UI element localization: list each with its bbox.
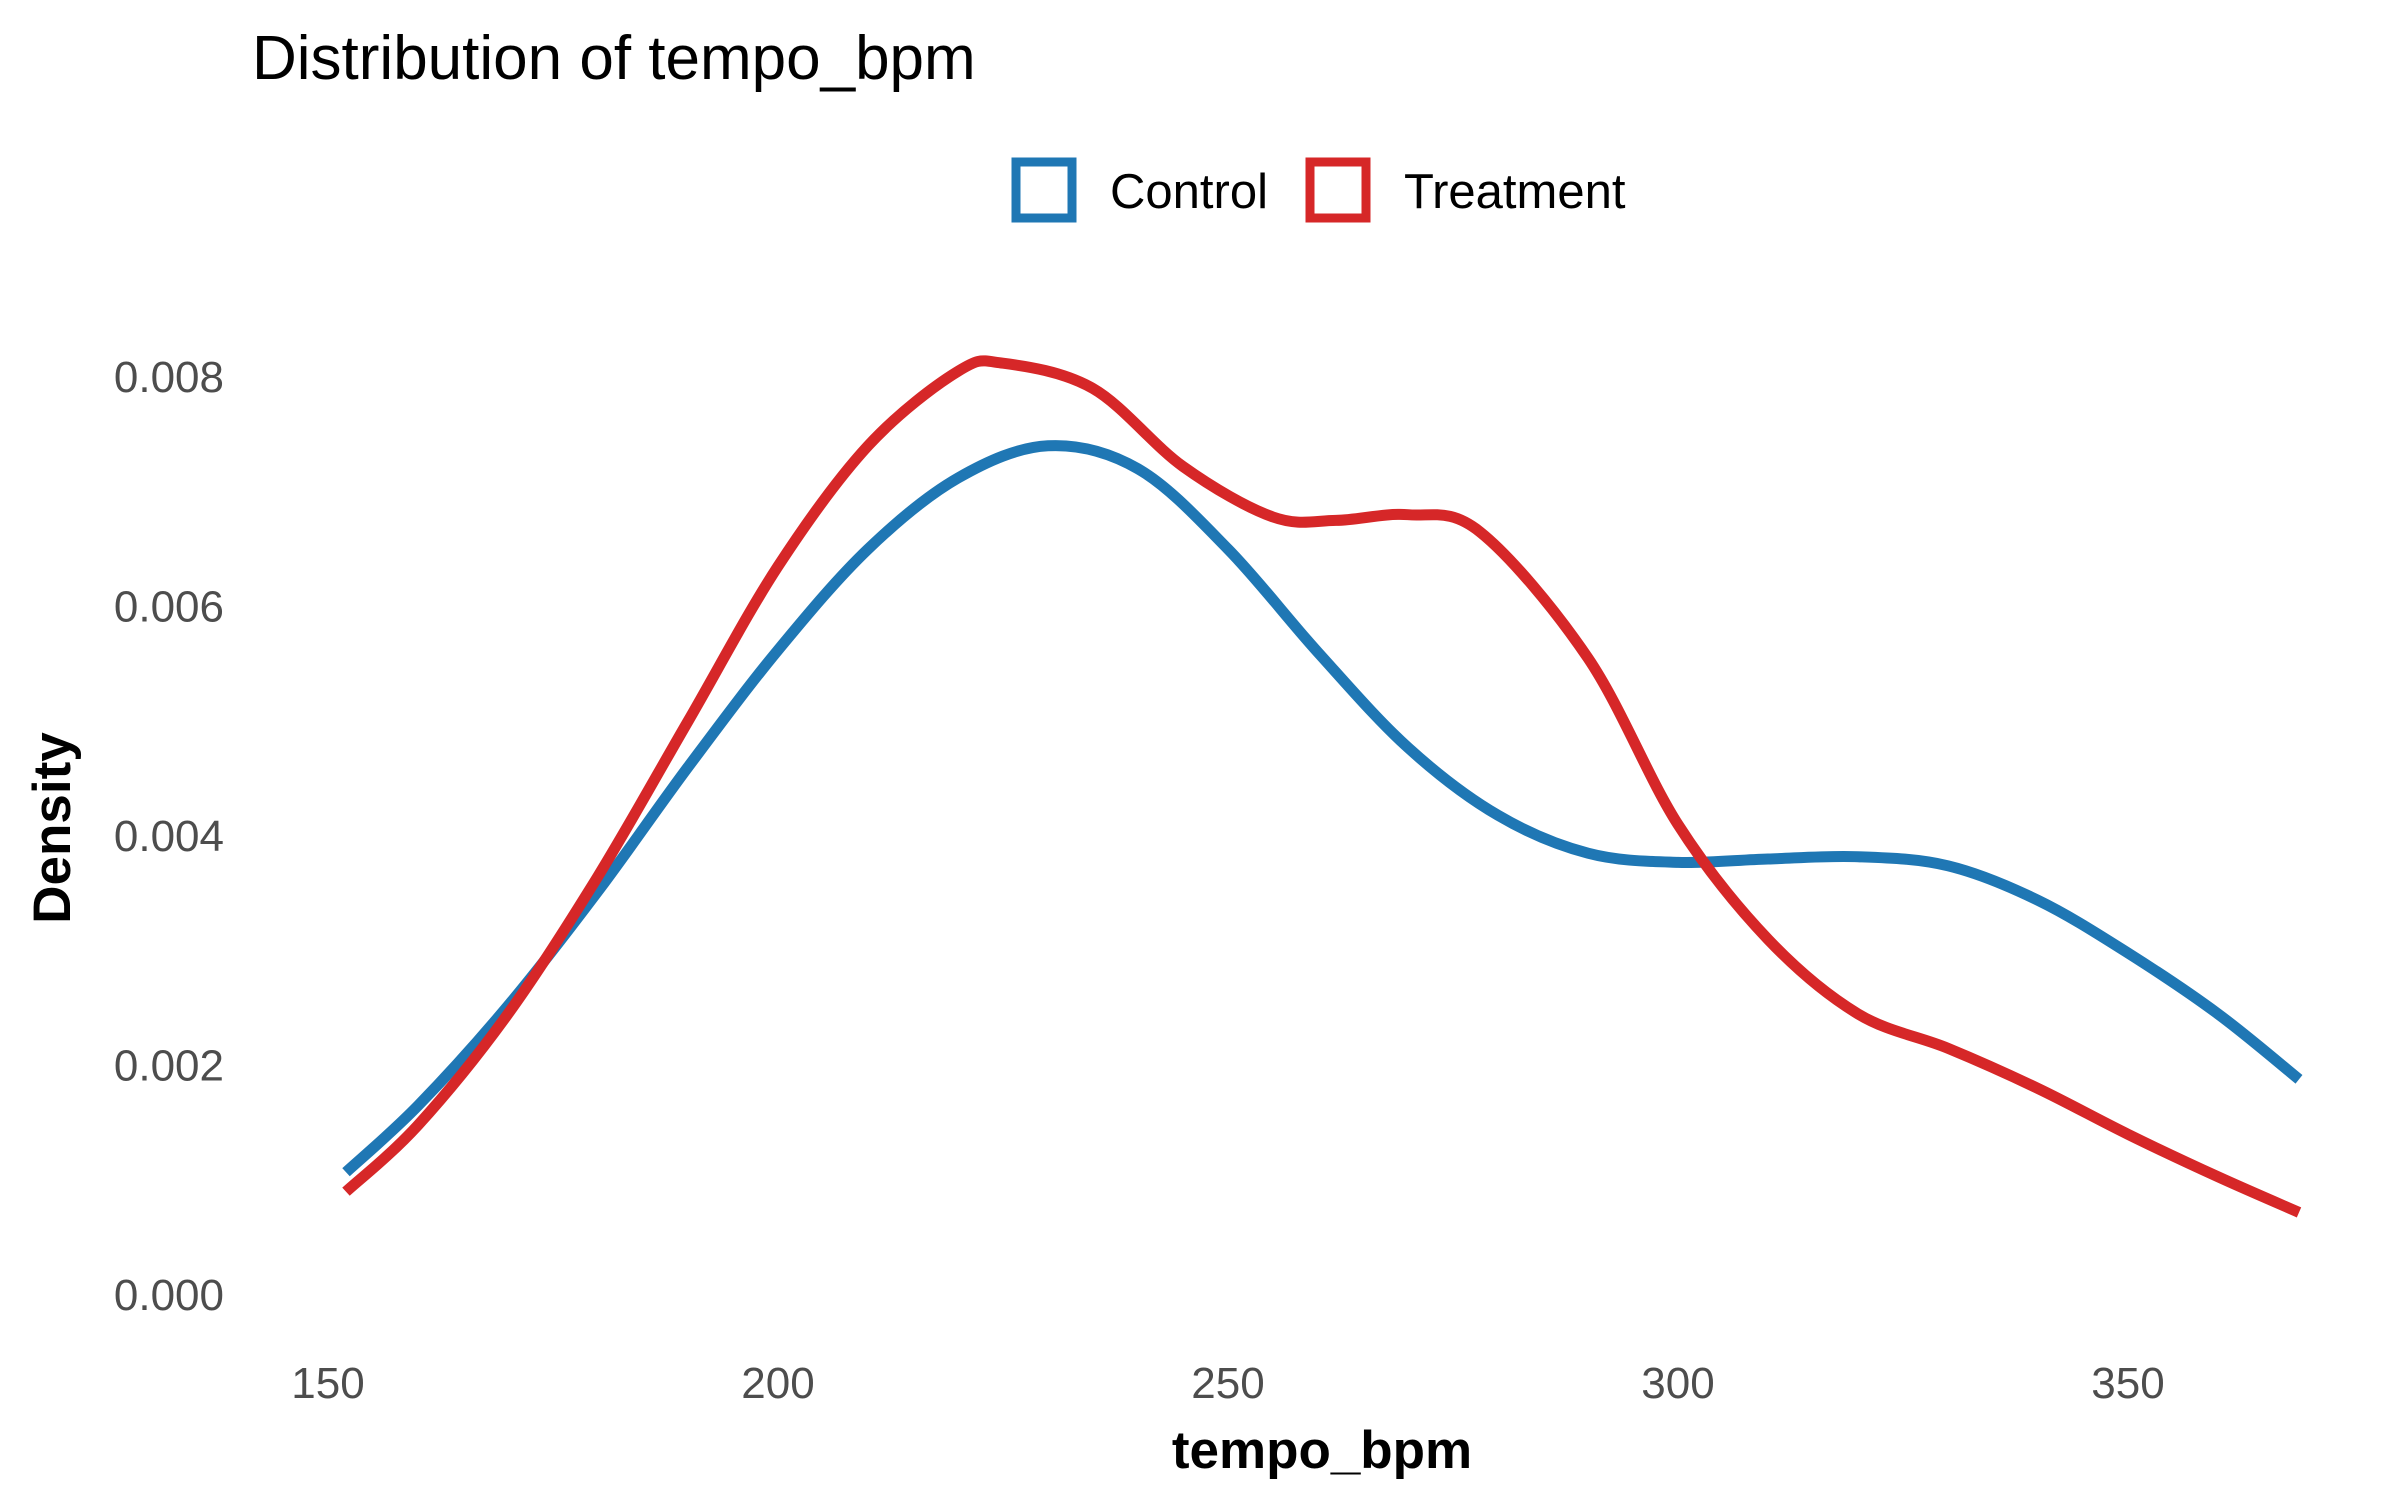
legend-label-treatment: Treatment	[1404, 165, 1626, 219]
density-line-control	[342, 440, 2303, 1177]
legend: Control Treatment	[1011, 157, 1626, 223]
density-line-treatment	[342, 355, 2302, 1218]
y-tick-label: 0.006	[114, 583, 224, 632]
x-tick-label: 200	[741, 1359, 814, 1408]
x-axis-title: tempo_bpm	[1172, 1421, 1472, 1480]
legend-label-control: Control	[1110, 165, 1268, 219]
chart-title: Distribution of tempo_bpm	[252, 24, 976, 93]
y-tick-label: 0.008	[114, 353, 224, 402]
x-tick-label: 350	[2091, 1359, 2164, 1408]
x-tick-label: 300	[1641, 1359, 1714, 1408]
legend-key-treatment	[1305, 157, 1371, 223]
y-tick-label: 0.004	[114, 812, 224, 861]
y-tick-label: 0.000	[114, 1271, 224, 1320]
y-tick-label: 0.002	[114, 1042, 224, 1091]
x-axis-tick-labels: 150 200 250 300 350	[291, 1359, 2164, 1408]
legend-key-control	[1011, 157, 1077, 223]
y-axis-title: Density	[23, 732, 82, 924]
x-tick-label: 250	[1191, 1359, 1264, 1408]
y-axis-tick-labels: 0.000 0.002 0.004 0.006 0.008	[114, 353, 224, 1320]
x-tick-label: 150	[291, 1359, 364, 1408]
plot-area	[342, 355, 2303, 1218]
